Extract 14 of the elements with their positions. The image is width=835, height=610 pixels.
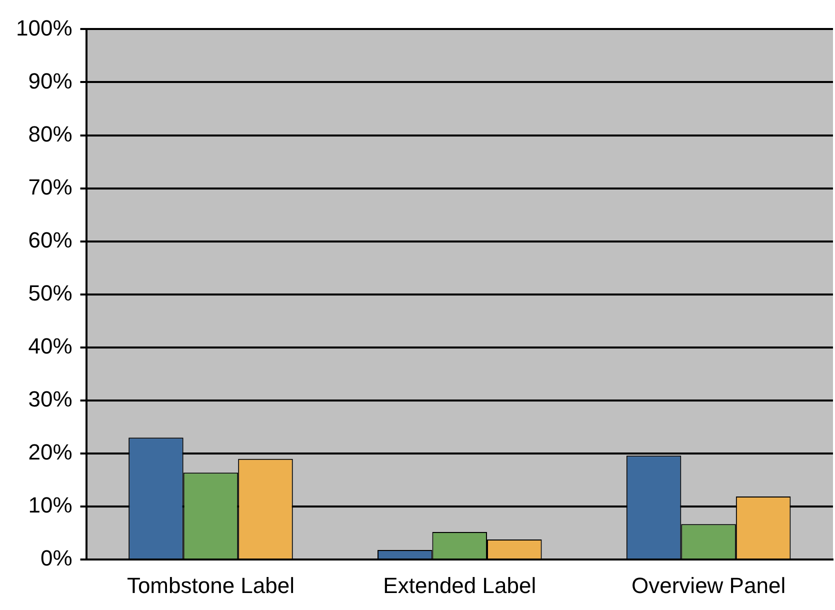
y-tick-label: 90% <box>28 68 72 94</box>
y-tick-label: 30% <box>28 386 72 412</box>
y-tick-label: 20% <box>28 440 72 465</box>
y-tick-label: 80% <box>28 121 72 146</box>
y-tick-label: 60% <box>28 227 72 252</box>
x-tick-label: Extended Label <box>383 572 536 598</box>
y-tick-label: 0% <box>40 546 72 571</box>
y-tick-label: 40% <box>28 334 72 359</box>
y-tick-label: 50% <box>28 280 72 306</box>
y-tick-label: 70% <box>28 174 72 200</box>
y-tick-label: 10% <box>28 492 72 518</box>
y-tick-label: 100% <box>16 15 72 40</box>
x-tick-label: Overview Panel <box>632 572 786 598</box>
x-tick-label: Tombstone Label <box>126 572 295 598</box>
